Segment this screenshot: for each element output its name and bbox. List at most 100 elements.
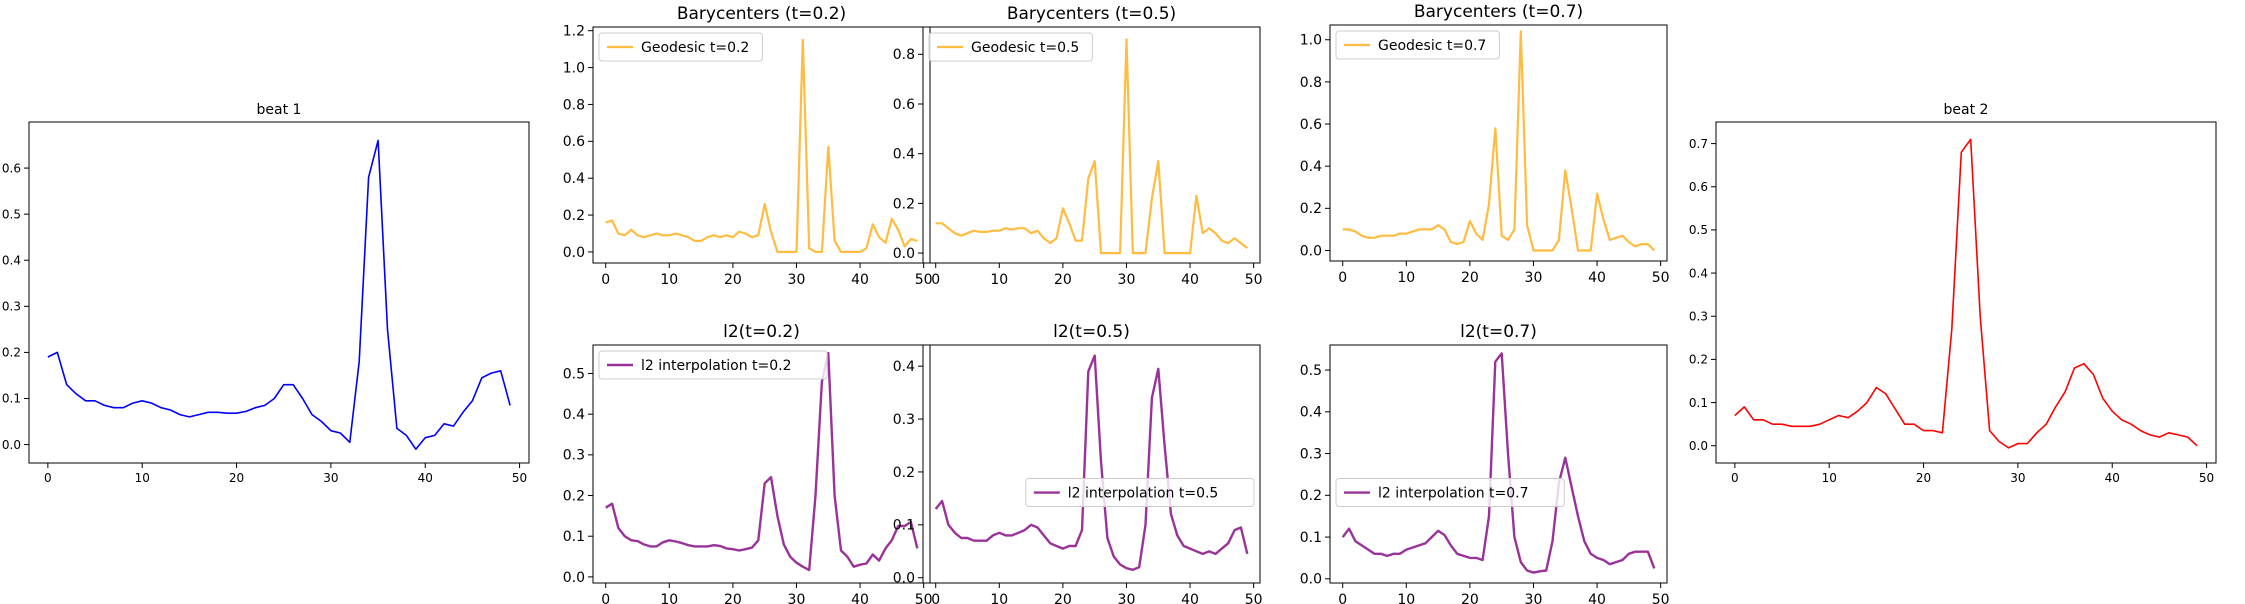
y-tick-label: 0.6 [893,97,915,113]
series-line [605,38,918,253]
x-tick-label: 0 [44,471,52,485]
series-line [605,351,919,572]
x-tick-label: 40 [1588,592,1606,604]
x-tick-label: 10 [1822,471,1837,485]
series-line [1341,352,1656,574]
plot-area-frame [922,344,1261,584]
chart-title: beat 1 [257,102,302,118]
y-tick-label: 0.1 [1689,396,1708,410]
y-tick-label: 0.8 [563,97,585,113]
x-tick-label: 50 [1652,592,1670,604]
chart-l2_02: l2(t=0.2)0 10 20 30 40 500.00.10.20.30.40.5l2… [563,322,933,604]
y-tick-label: 0.2 [563,208,585,224]
chart-title: Barycenters (t=0.5) [1007,4,1176,24]
plot-area-frame [28,121,530,464]
legend-label: l2 interpolation t=0.2 [641,358,792,374]
y-tick-label: 1.2 [563,24,585,40]
plot-area-frame [1715,121,2217,464]
x-tick-label: 40 [851,272,869,288]
legend-label: Geodesic t=0.7 [1378,38,1486,54]
x-tick-label: 10 [135,471,150,485]
legend: Geodesic t=0.2 [598,32,763,62]
y-tick-label: 0.6 [1300,117,1322,133]
y-tick-label: 0.3 [1689,309,1708,323]
series-line [1734,138,2198,449]
legend-box [928,32,1093,62]
legend: l2 interpolation t=0.7 [1335,478,1565,508]
y-tick-label: 0.7 [1689,137,1708,151]
chart-title: Barycenters (t=0.2) [677,4,846,24]
x-tick-label: 10 [1397,592,1415,604]
x-tick-label: 20 [1916,471,1931,485]
x-tick-label: 50 [1245,592,1263,604]
x-tick-label: 40 [2105,471,2120,485]
x-tick-label: 40 [1181,272,1199,288]
x-tick-label: 0 [1731,471,1739,485]
plot-area-frame [592,26,931,264]
legend: Geodesic t=0.7 [1335,30,1500,60]
y-tick-label: 0.4 [1300,405,1322,421]
y-tick-label: 0.0 [1300,243,1322,259]
x-tick-label: 10 [660,272,678,288]
chart-beat1: beat 1 0 10 20 30 40 50 0.0 0.1 0.2 0.3 0.4 0.5 0.6 [2,102,530,485]
y-tick-label: 0.0 [1300,572,1322,588]
legend-label: l2 interpolation t=0.7 [1378,486,1529,502]
x-tick-label: 20 [1461,270,1479,286]
y-tick-label: 0.5 [1300,363,1322,379]
x-tick-label: 20 [724,272,742,288]
x-tick-label: 40 [851,592,869,604]
plot-area-frame [1329,344,1668,584]
x-tick-label: 30 [1525,270,1543,286]
legend-box [1025,478,1255,508]
chart-title: beat 2 [1944,102,1989,118]
x-tick-label: 0 [1338,270,1347,286]
x-tick-label: 30 [323,471,338,485]
chart-title: Barycenters (t=0.7) [1414,2,1583,22]
y-tick-label: 0.8 [1300,75,1322,91]
x-tick-label: 40 [1588,270,1606,286]
legend: l2 interpolation t=0.5 [1025,478,1255,508]
chart-l2_05: l2(t=0.5)0 10 20 30 40 500.00.10.20.30.4l2 in… [893,322,1263,604]
y-tick-label: 0.2 [563,488,585,504]
x-tick-label: 40 [418,471,433,485]
x-tick-label: 50 [1652,270,1670,286]
series-line [47,139,511,451]
x-tick-label: 30 [1118,272,1136,288]
legend-label: Geodesic t=0.5 [971,40,1079,56]
x-tick-label: 30 [1525,592,1543,604]
x-tick-label: 20 [1054,272,1072,288]
x-tick-label: 30 [788,592,806,604]
y-tick-label: 0.2 [1300,488,1322,504]
chart-bary07: Barycenters (t=0.7) 0 10 20 30 40 50 0.0 0.2 0.4 0… [1300,2,1670,286]
x-tick-label: 50 [915,272,933,288]
x-tick-label: 0 [601,272,610,288]
x-tick-label: 50 [512,471,527,485]
y-tick-label: 0.3 [2,300,21,314]
y-tick-label: 0.1 [893,518,915,534]
plot-area-frame [922,26,1261,264]
y-tick-label: 0.5 [2,207,21,221]
y-tick-label: 0.0 [563,570,585,586]
chart-title: l2(t=0.2) [723,322,800,342]
y-tick-label: 0.1 [2,392,21,406]
x-tick-label: 0 [1338,592,1347,604]
x-tick-label: 50 [1245,272,1263,288]
y-tick-label: 0.4 [1300,159,1322,175]
y-tick-label: 0.2 [893,196,915,212]
chart-beat2: beat 2 0 10 20 30 40 50 0.0 0.1 0.2 0.3 0.4 0.5 0.6 0.… [1689,102,2217,485]
x-tick-label: 30 [2010,471,2025,485]
y-tick-label: 0.1 [563,529,585,545]
y-tick-label: 0.4 [1689,266,1708,280]
x-tick-label: 50 [2199,471,2214,485]
x-tick-label: 50 [915,592,933,604]
x-tick-label: 0 [931,592,940,604]
x-tick-label: 0 [931,272,940,288]
y-tick-label: 0.2 [893,465,915,481]
y-tick-label: 0.8 [893,47,915,63]
y-tick-label: 0.6 [563,134,585,150]
legend: l2 interpolation t=0.2 [598,350,828,380]
x-tick-label: 10 [990,592,1008,604]
y-tick-label: 0.2 [1300,201,1322,217]
chart-bary02: Barycenters (t=0.2)0 10 20 30 40 500.00.20.40… [563,4,933,288]
y-tick-label: 0.6 [1689,180,1708,194]
